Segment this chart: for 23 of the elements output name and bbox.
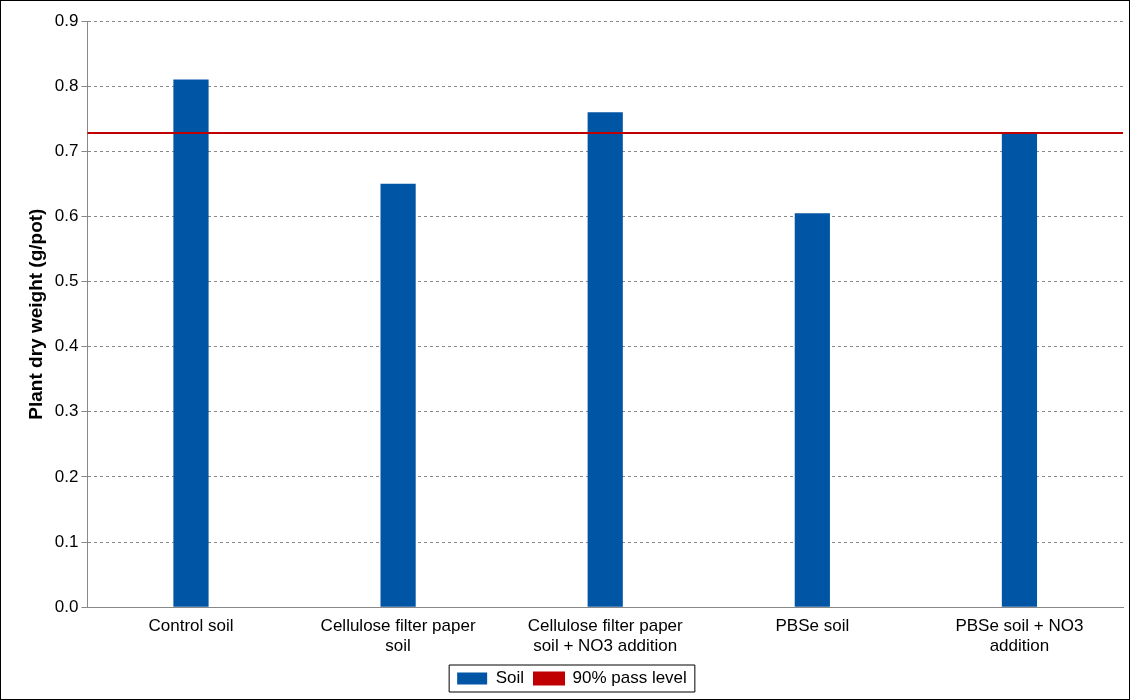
y-tick-label: 0.3 xyxy=(54,401,79,421)
y-tick-label: 0.0 xyxy=(54,596,79,616)
bar xyxy=(173,79,209,607)
y-tick-label: 0.4 xyxy=(54,336,79,356)
x-tick-label: Cellulose filter paper soil + NO3 addition xyxy=(527,616,684,656)
legend-label: Soil xyxy=(495,668,525,688)
y-axis-title: Plant dry weight (g/pot) xyxy=(24,208,46,420)
x-tick-label: Control soil xyxy=(148,616,234,636)
y-tick-label: 0.1 xyxy=(54,531,79,551)
bar xyxy=(794,213,830,607)
legend-label: 90% pass level xyxy=(572,668,687,688)
x-tick-label: PBSe soil xyxy=(775,616,850,636)
bar xyxy=(587,112,623,607)
bar xyxy=(1001,133,1038,607)
y-tick-label: 0.6 xyxy=(54,206,79,226)
y-tick-label: 0.2 xyxy=(54,466,79,486)
x-tick-label: PBSe soil + NO3 addition xyxy=(955,616,1084,656)
y-tick-label: 0.8 xyxy=(54,75,79,95)
bar xyxy=(380,183,416,607)
y-tick-label: 0.5 xyxy=(54,271,79,291)
y-tick-label: 0.7 xyxy=(54,140,79,160)
x-tick-label: Cellulose filter paper soil xyxy=(320,616,476,656)
y-tick-label: 0.9 xyxy=(54,10,79,30)
